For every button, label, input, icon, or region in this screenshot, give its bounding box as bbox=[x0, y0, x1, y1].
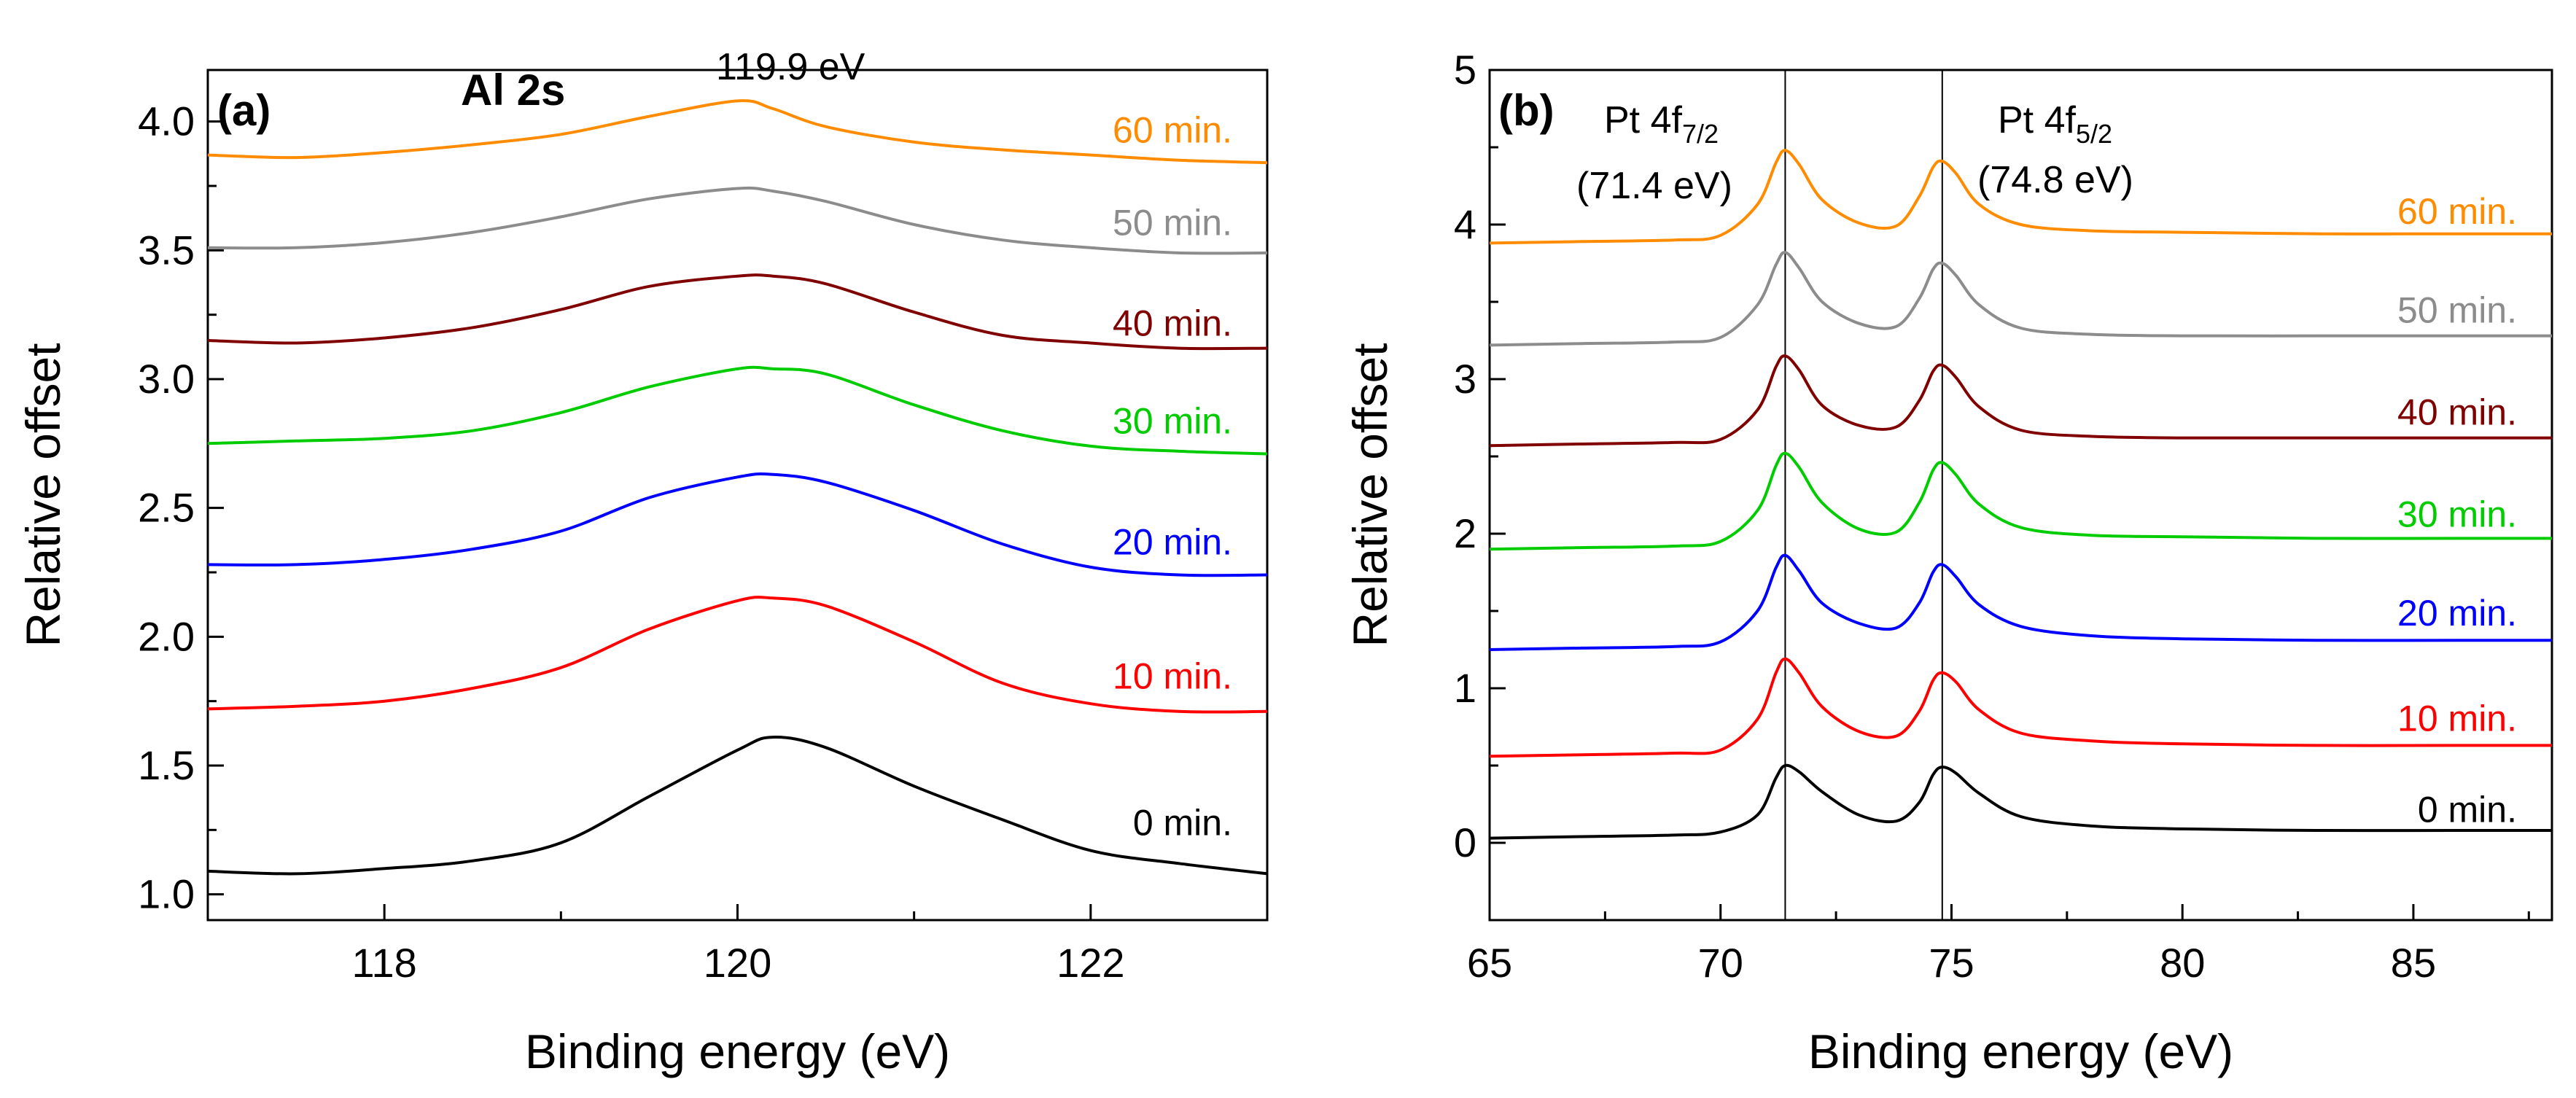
series-label-a-50-min: 50 min. bbox=[1113, 202, 1232, 243]
series-label-a-0-min: 0 min. bbox=[1133, 803, 1232, 844]
panel-b-series-group bbox=[1489, 149, 2552, 840]
y-tick-label-b-2: 2 bbox=[1454, 510, 1476, 556]
series-line-b-40-min bbox=[1489, 354, 2552, 448]
panel-b-plot-frame bbox=[1488, 69, 2553, 922]
y-tick-label-a-5: 3.5 bbox=[138, 227, 195, 273]
panel-a-peak-annotation: 119.9 eV bbox=[716, 46, 865, 88]
x-tick-label-b-4: 85 bbox=[2391, 940, 2436, 986]
y-tick-label-b-0: 0 bbox=[1454, 819, 1476, 865]
panel-a-series-labels: 0 min. 10 min. 20 min. 30 min. 40 min. 50 min… bbox=[1113, 109, 1232, 843]
series-line-b-60-min bbox=[1489, 149, 2552, 245]
panel-b-label: (b) bbox=[1498, 86, 1554, 135]
x-tick-label-b-1: 70 bbox=[1698, 940, 1743, 986]
series-line-b-0-min bbox=[1489, 763, 2552, 840]
y-tick-label-a-3: 2.5 bbox=[138, 485, 195, 531]
peak-label-pt-4f7-2: Pt 4f7/2 bbox=[1604, 99, 1719, 149]
y-tick-label-a-6: 4.0 bbox=[138, 98, 195, 144]
peak-label-pt-4f7-2-prefix: Pt 4f bbox=[1604, 99, 1682, 141]
x-tick-label-a-1: 120 bbox=[704, 940, 771, 986]
series-line-a-10-min bbox=[207, 596, 1268, 714]
series-label-b-60-min: 60 min. bbox=[2397, 191, 2517, 232]
series-label-b-10-min: 10 min. bbox=[2397, 698, 2517, 739]
panel-b-x-axis-title: Binding energy (eV) bbox=[1808, 1024, 2233, 1078]
peak-label-pt-4f5-2-subscript: 5/2 bbox=[2076, 119, 2112, 149]
series-label-b-40-min: 40 min. bbox=[2397, 392, 2517, 433]
x-tick-label-b-2: 75 bbox=[1929, 940, 1974, 986]
panel-b-series-labels: 0 min. 10 min. 20 min. 30 min. 40 min. 50 min… bbox=[2397, 191, 2517, 830]
x-tick-label-a-2: 122 bbox=[1057, 940, 1124, 986]
series-label-a-10-min: 10 min. bbox=[1113, 655, 1232, 696]
panel-a-ticks: 118 120 122 1.0 1.5 2.0 2.5 3.0 3.5 4.0 bbox=[138, 98, 1269, 986]
panel-a-al-2s: 118 120 122 1.0 1.5 2.0 2.5 3.0 3.5 4.0 0 min. 10 … bbox=[16, 46, 1269, 1078]
y-tick-label-a-0: 1.0 bbox=[138, 871, 195, 917]
y-tick-label-a-2: 2.0 bbox=[138, 613, 195, 659]
panel-b-pt-4f: 65 70 75 80 85 0 1 2 3 4 5 0 min. 10 min. 20 min. 30 … bbox=[1343, 47, 2553, 1078]
panel-b-peak-reference-lines bbox=[1784, 70, 1943, 920]
panel-b-ticks: 65 70 75 80 85 0 1 2 3 4 5 bbox=[1454, 47, 2530, 986]
panel-a-title: Al 2s bbox=[461, 66, 565, 114]
panel-a-y-axis-title: Relative offset bbox=[16, 343, 70, 647]
y-tick-label-b-3: 3 bbox=[1454, 356, 1476, 402]
series-line-a-60-min bbox=[207, 99, 1268, 165]
x-tick-label-b-0: 65 bbox=[1467, 940, 1512, 986]
y-tick-label-a-4: 3.0 bbox=[138, 356, 195, 402]
series-line-b-20-min bbox=[1489, 553, 2552, 651]
panel-a-series-group bbox=[207, 99, 1268, 876]
panel-b-y-axis-title: Relative offset bbox=[1343, 343, 1397, 647]
series-line-a-0-min bbox=[207, 736, 1268, 876]
series-line-b-10-min bbox=[1489, 657, 2552, 758]
series-label-b-30-min: 30 min. bbox=[2397, 494, 2517, 534]
peak-label-pt-4f5-2-prefix: Pt 4f bbox=[1998, 99, 2076, 141]
series-line-b-50-min bbox=[1489, 251, 2552, 347]
x-tick-label-a-0: 118 bbox=[352, 940, 417, 986]
series-label-a-30-min: 30 min. bbox=[1113, 401, 1232, 442]
series-line-a-50-min bbox=[207, 186, 1268, 255]
series-label-b-20-min: 20 min. bbox=[2397, 593, 2517, 634]
peak-label-pt-4f5-2: Pt 4f5/2 bbox=[1998, 99, 2112, 149]
series-line-b-30-min bbox=[1489, 451, 2552, 551]
peak-energy-pt-4f7-2: (71.4 eV) bbox=[1576, 165, 1732, 207]
series-label-a-40-min: 40 min. bbox=[1113, 303, 1232, 343]
peak-label-pt-4f7-2-subscript: 7/2 bbox=[1682, 119, 1719, 149]
series-line-a-30-min bbox=[207, 365, 1268, 456]
panel-a-x-axis-title: Binding energy (eV) bbox=[525, 1024, 950, 1078]
y-tick-label-b-1: 1 bbox=[1454, 665, 1476, 711]
peak-energy-pt-4f5-2: (74.8 eV) bbox=[1977, 159, 2133, 201]
series-line-a-20-min bbox=[207, 472, 1268, 577]
series-line-a-40-min bbox=[207, 273, 1268, 351]
series-label-a-20-min: 20 min. bbox=[1113, 522, 1232, 563]
y-tick-label-b-4: 4 bbox=[1454, 201, 1476, 247]
y-tick-label-a-1: 1.5 bbox=[138, 742, 195, 788]
panel-a-label: (a) bbox=[217, 86, 271, 135]
series-label-a-60-min: 60 min. bbox=[1113, 109, 1232, 150]
series-label-b-50-min: 50 min. bbox=[2397, 290, 2517, 331]
y-tick-label-b-5: 5 bbox=[1454, 47, 1476, 93]
series-label-b-0-min: 0 min. bbox=[2418, 789, 2517, 830]
x-tick-label-b-3: 80 bbox=[2160, 940, 2205, 986]
